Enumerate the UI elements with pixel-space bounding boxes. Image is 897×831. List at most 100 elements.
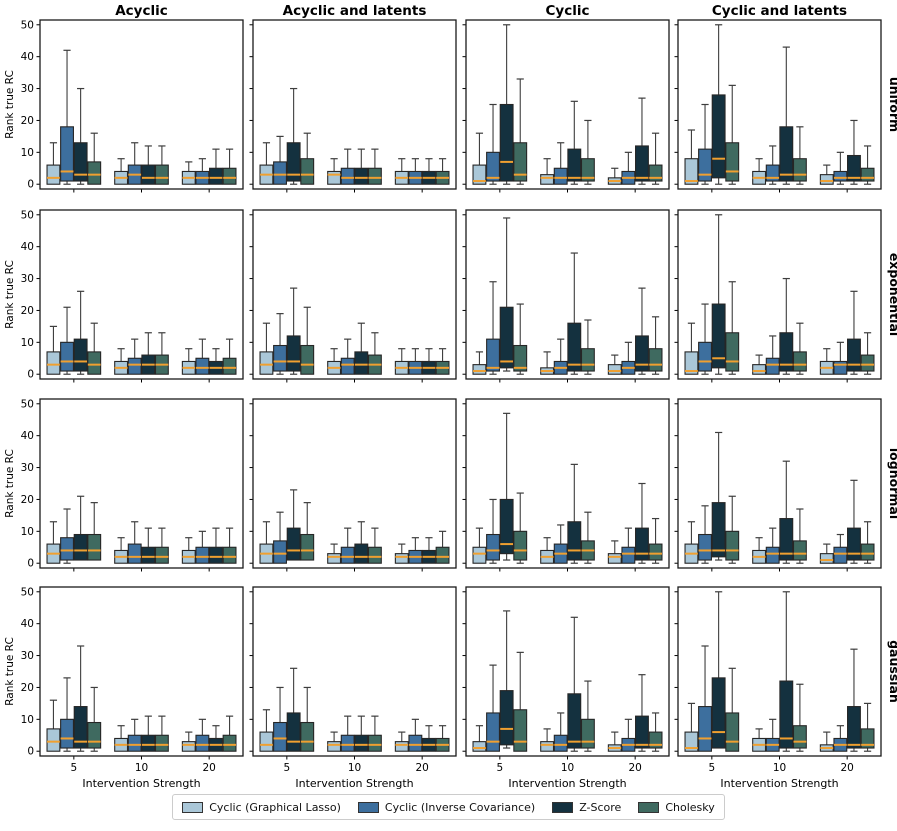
subplot-frame	[465, 19, 670, 190]
box-cyclic-graphical-lasso-	[819, 164, 834, 185]
box-cyclic-inverse-covariance-	[408, 348, 423, 375]
row-label: exponential	[887, 253, 897, 336]
box-cholesky	[513, 492, 528, 564]
box-cholesky	[87, 322, 102, 375]
box-z-score	[422, 537, 436, 564]
box-cyclic-inverse-covariance-	[833, 725, 848, 752]
box-z-score	[779, 591, 794, 752]
y-tick-label: 10	[21, 147, 34, 159]
x-tick-label: 5	[708, 762, 715, 774]
subplot-uniform-cyclic-and-latents	[674, 19, 882, 193]
box-cyclic-graphical-lasso-	[46, 142, 61, 185]
subplot-exponential-cyclic	[462, 209, 670, 383]
box-cyclic-inverse-covariance-	[127, 142, 142, 185]
y-tick-label: 0	[27, 558, 34, 570]
y-tick-label: 40	[21, 241, 34, 253]
x-tick-label: 10	[773, 762, 786, 774]
y-tick-label: 50	[21, 209, 34, 221]
box-cyclic-graphical-lasso-	[181, 537, 196, 564]
box-cholesky	[725, 281, 740, 375]
column-title: Cyclic and latents	[712, 3, 847, 19]
box-cyclic-graphical-lasso-	[327, 543, 342, 564]
box-cyclic-graphical-lasso-	[114, 348, 129, 375]
box-cyclic-graphical-lasso-	[259, 142, 274, 185]
row-label: gaussian	[887, 640, 897, 703]
box-cyclic-graphical-lasso-	[114, 158, 129, 185]
box-cholesky	[860, 521, 875, 564]
box-cholesky	[725, 495, 740, 564]
subplot-lognormal-acyclic: 0 10 20 30 40 50 Rank true RC	[4, 398, 244, 572]
y-tick-label: 20	[21, 682, 34, 694]
subplot-lognormal-acyclic-and-latents	[249, 398, 457, 572]
box-z-score	[499, 412, 514, 561]
box-cyclic-graphical-lasso-	[472, 132, 487, 185]
subplot-frame	[252, 398, 457, 569]
subplot-frame	[465, 586, 670, 757]
box-cyclic-graphical-lasso-	[607, 540, 622, 564]
subplot-frame	[677, 398, 882, 569]
box-z-score	[567, 100, 582, 185]
box-cyclic-inverse-covariance-	[195, 338, 210, 375]
subplot-frame	[677, 586, 882, 757]
box-cholesky	[792, 683, 807, 752]
box-cyclic-graphical-lasso-	[472, 351, 487, 375]
x-tick-label: 10	[561, 762, 574, 774]
box-z-score	[847, 479, 861, 564]
box-cyclic-graphical-lasso-	[540, 351, 555, 375]
box-z-score	[711, 591, 726, 749]
box-cyclic-inverse-covariance-	[127, 521, 142, 564]
row-label: lognormal	[887, 448, 897, 519]
inverse-covariance-swatch-icon	[357, 801, 379, 813]
box-z-score	[499, 610, 514, 749]
box-cyclic-graphical-lasso-	[684, 702, 699, 752]
box-z-score	[73, 495, 88, 561]
box-z-score	[779, 460, 794, 564]
box-cyclic-inverse-covariance-	[621, 151, 636, 185]
box-cholesky	[648, 132, 663, 185]
box-cyclic-graphical-lasso-	[46, 699, 61, 752]
box-z-score	[141, 332, 156, 375]
box-cyclic-inverse-covariance-	[408, 718, 423, 752]
box-cyclic-graphical-lasso-	[819, 348, 834, 375]
subplot-frame	[677, 19, 882, 190]
box-cholesky	[367, 332, 382, 375]
box-z-score	[635, 674, 649, 752]
box-cyclic-inverse-covariance-	[486, 664, 500, 752]
box-cholesky	[300, 502, 315, 561]
box-cyclic-inverse-covariance-	[127, 718, 142, 752]
box-cyclic-inverse-covariance-	[765, 335, 780, 375]
y-tick-label: 40	[21, 51, 34, 63]
box-cholesky	[300, 686, 315, 752]
box-cyclic-inverse-covariance-	[698, 303, 712, 375]
box-cyclic-inverse-covariance-	[621, 718, 636, 752]
box-cyclic-graphical-lasso-	[607, 167, 622, 185]
box-z-score	[286, 87, 301, 185]
y-tick-label: 0	[27, 179, 34, 191]
box-cholesky	[154, 715, 169, 752]
box-cyclic-inverse-covariance-	[195, 718, 210, 752]
box-cyclic-inverse-covariance-	[273, 686, 287, 752]
y-tick-label: 20	[21, 115, 34, 127]
box-cyclic-graphical-lasso-	[259, 709, 274, 752]
x-tick-label: 5	[283, 762, 290, 774]
subplot-frame	[39, 19, 244, 190]
box-cyclic-graphical-lasso-	[327, 158, 342, 185]
subplot-frame	[252, 586, 457, 757]
box-cholesky	[513, 78, 528, 185]
subplot-exponential-acyclic-and-latents	[249, 209, 457, 383]
subplot-exponential-acyclic: 0 10 20 30 40 50 Rank true RC	[4, 209, 244, 383]
box-cholesky	[300, 306, 315, 375]
legend-label: Cyclic (Graphical Lasso)	[209, 800, 341, 814]
box-cholesky	[435, 158, 450, 185]
box-cyclic-graphical-lasso-	[752, 728, 767, 752]
x-tick-label: 20	[202, 762, 215, 774]
box-cholesky	[154, 527, 169, 564]
box-cholesky	[648, 517, 663, 564]
box-z-score	[209, 148, 223, 185]
legend: Cyclic (Graphical Lasso) Cyclic (Inverse…	[0, 794, 897, 820]
box-cyclic-graphical-lasso-	[181, 731, 196, 752]
x-tick-label: 20	[628, 762, 641, 774]
box-cyclic-inverse-covariance-	[553, 142, 568, 185]
